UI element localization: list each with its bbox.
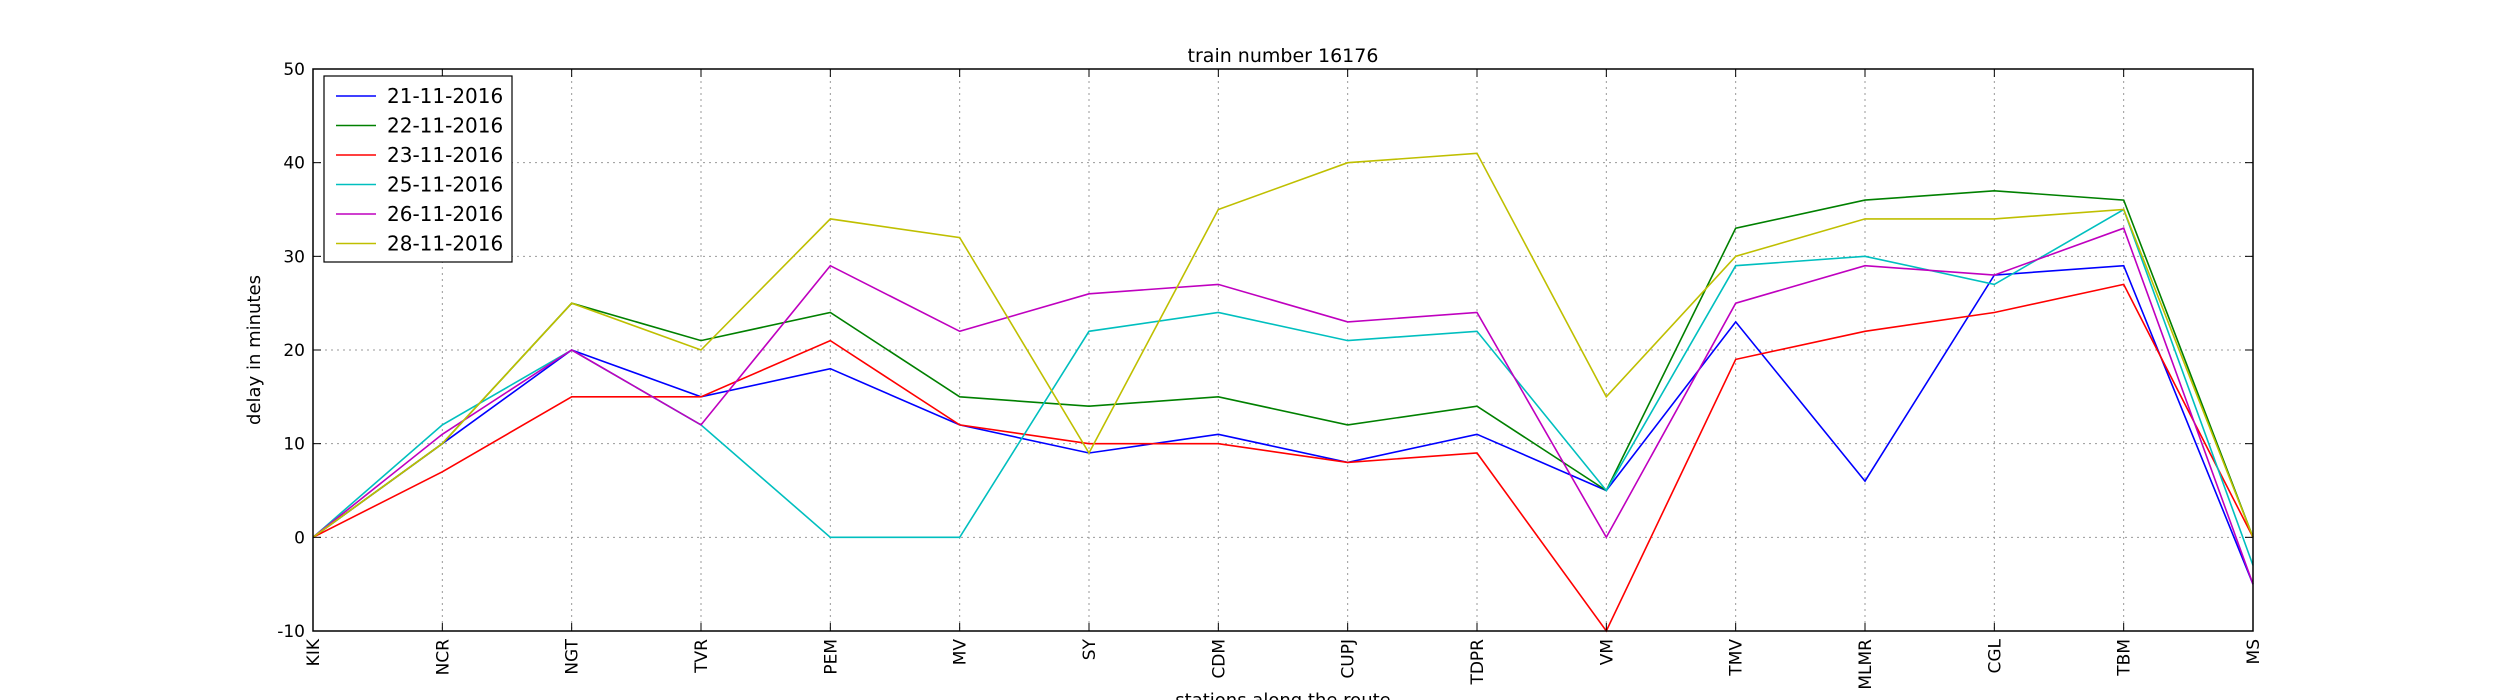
y-tick-label: 40 — [283, 154, 305, 174]
x-tick-label: MV — [951, 639, 971, 666]
legend-label: 21-11-2016 — [387, 84, 503, 108]
legend: 21-11-2016 22-11-2016 23-11-2016 25-11-2016… — [323, 75, 513, 263]
x-tick-label: TBM — [2115, 639, 2135, 677]
series-line-23-11-2016 — [312, 283, 2254, 633]
x-tick-label: MLMR — [1856, 639, 1876, 690]
series-lines — [312, 152, 2254, 633]
x-tick-label: PEM — [821, 639, 841, 675]
legend-label: 25-11-2016 — [387, 173, 503, 197]
chart-title: train number 16176 — [1188, 45, 1379, 67]
legend-box — [323, 75, 513, 263]
series-line-21-11-2016 — [312, 264, 2254, 585]
x-tick-label: CGL — [1985, 638, 2005, 673]
y-axis-label: delay in minutes — [244, 275, 265, 425]
x-tick-label: TMV — [1727, 639, 1747, 677]
x-axis-label: stations along the route — [1175, 690, 1390, 700]
x-tick-label: VM — [1597, 639, 1617, 665]
x-tick-label: SY — [1080, 638, 1100, 660]
x-tick-label: CDM — [1209, 639, 1229, 679]
x-tick-label: NGT — [563, 638, 583, 674]
series-line-28-11-2016 — [312, 152, 2254, 538]
x-tick-label: TDPR — [1468, 639, 1488, 686]
y-tick-label: -10 — [277, 622, 305, 642]
x-tick-label: CUPJ — [1339, 639, 1359, 679]
legend-label: 22-11-2016 — [387, 114, 503, 138]
plot-frame — [312, 68, 2254, 632]
grid-lines — [313, 69, 2253, 631]
y-tick-label: 20 — [283, 341, 305, 361]
series-line-26-11-2016 — [312, 227, 2254, 585]
y-axis-ticks: -10 0 10 20 30 40 50 — [277, 60, 2253, 642]
x-axis-ticks: KIK NCR NGT TVR PEM MV SY CDM CUPJ TDPR VM TMV MLMR C… — [304, 69, 2264, 690]
y-tick-label: 30 — [283, 247, 305, 267]
x-tick-label: MS — [2244, 639, 2264, 664]
y-tick-label: 50 — [283, 60, 305, 80]
legend-label: 26-11-2016 — [387, 202, 503, 226]
x-tick-label: KIK — [304, 638, 324, 666]
x-tick-label: NCR — [433, 639, 453, 676]
series-line-25-11-2016 — [312, 208, 2254, 566]
y-tick-label: 0 — [294, 528, 305, 548]
series-line-22-11-2016 — [312, 189, 2254, 538]
y-tick-label: 10 — [283, 435, 305, 455]
legend-label: 28-11-2016 — [387, 232, 503, 256]
x-tick-label: TVR — [692, 639, 712, 674]
legend-label: 23-11-2016 — [387, 143, 503, 167]
